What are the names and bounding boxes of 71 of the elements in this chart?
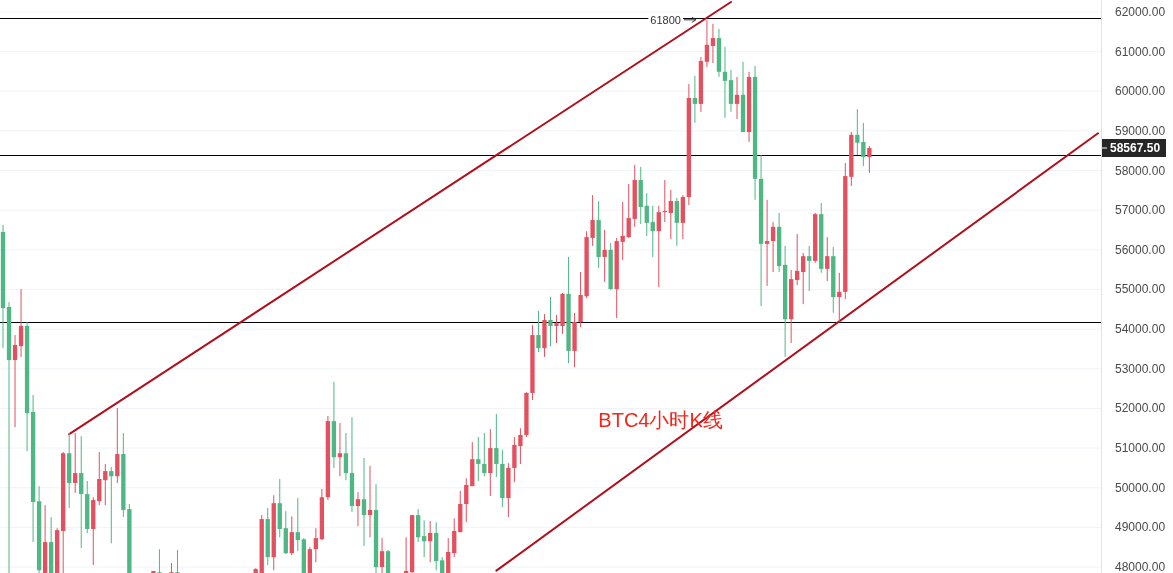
candlestick [626, 183, 631, 239]
candlestick [361, 457, 367, 547]
candlestick [728, 69, 734, 113]
candlestick [710, 23, 716, 64]
candlestick [770, 221, 776, 273]
y-tick-label: 58000.00 [1115, 163, 1166, 178]
candlestick [825, 236, 830, 282]
y-tick-label: 48000.00 [1115, 560, 1166, 573]
candlestick [807, 245, 812, 292]
candlestick [289, 515, 294, 556]
candlestick [313, 527, 319, 563]
candlestick [355, 491, 361, 527]
candlestick [795, 233, 800, 286]
candlestick [343, 432, 349, 481]
y-tick-label: 50000.00 [1115, 480, 1166, 495]
y-tick-label: 51000.00 [1115, 441, 1166, 456]
candlestick [482, 432, 487, 477]
y-tick-label: 49000.00 [1115, 520, 1166, 535]
candlestick [476, 436, 481, 482]
y-tick-label: 57000.00 [1115, 203, 1166, 218]
candlestick [656, 205, 661, 288]
candlestick [801, 252, 806, 305]
y-tick-label: 60000.00 [1115, 84, 1166, 99]
candlestick [764, 199, 770, 287]
candlestick [337, 422, 343, 477]
candlestick [452, 517, 457, 558]
candlestick [97, 451, 102, 506]
candlestick [674, 197, 680, 247]
y-tick-label: 62000.00 [1115, 4, 1166, 19]
candlestick [385, 549, 391, 573]
candlestick [734, 76, 740, 120]
candlestick [421, 519, 427, 558]
candlestick [18, 288, 24, 358]
candlestick [536, 310, 541, 353]
text: 58567.50 [1110, 141, 1161, 156]
y-tick-label: 53000.00 [1115, 361, 1166, 376]
candlestick [602, 229, 607, 283]
candlestick [12, 334, 18, 428]
y-tick-label: 52000.00 [1115, 401, 1166, 416]
candlestick [692, 75, 698, 124]
candlestick [79, 435, 84, 549]
candlestick [644, 192, 649, 237]
candlestick [307, 546, 313, 573]
candlestick [367, 465, 373, 538]
annotation: 61800 [650, 13, 681, 26]
y-tick-label: 56000.00 [1115, 242, 1166, 257]
candlestick [704, 19, 710, 68]
candlestick [73, 432, 78, 494]
candlestick [548, 296, 553, 347]
candlestick [169, 562, 174, 573]
candlestick [157, 548, 162, 573]
candlestick [867, 145, 872, 174]
candlestick [837, 272, 842, 323]
candlestick [494, 413, 499, 478]
candlestick [295, 497, 300, 552]
candlestick [464, 477, 469, 523]
candlestick [115, 407, 120, 484]
candlestick [722, 46, 728, 119]
y-tick-label: 59000.00 [1115, 123, 1166, 138]
candlestick [668, 189, 673, 240]
candlestick [446, 537, 451, 573]
candlestick [109, 466, 114, 544]
candlestick [415, 508, 421, 543]
y-tick-label: 54000.00 [1115, 322, 1166, 337]
candlestick [650, 205, 655, 258]
candlestick [103, 463, 108, 506]
y-tick-label: 61000.00 [1115, 44, 1166, 59]
y-tick-label: 55000.00 [1115, 282, 1166, 297]
candlestick [620, 201, 625, 261]
candlestick [379, 537, 385, 573]
candlestick [175, 549, 180, 573]
